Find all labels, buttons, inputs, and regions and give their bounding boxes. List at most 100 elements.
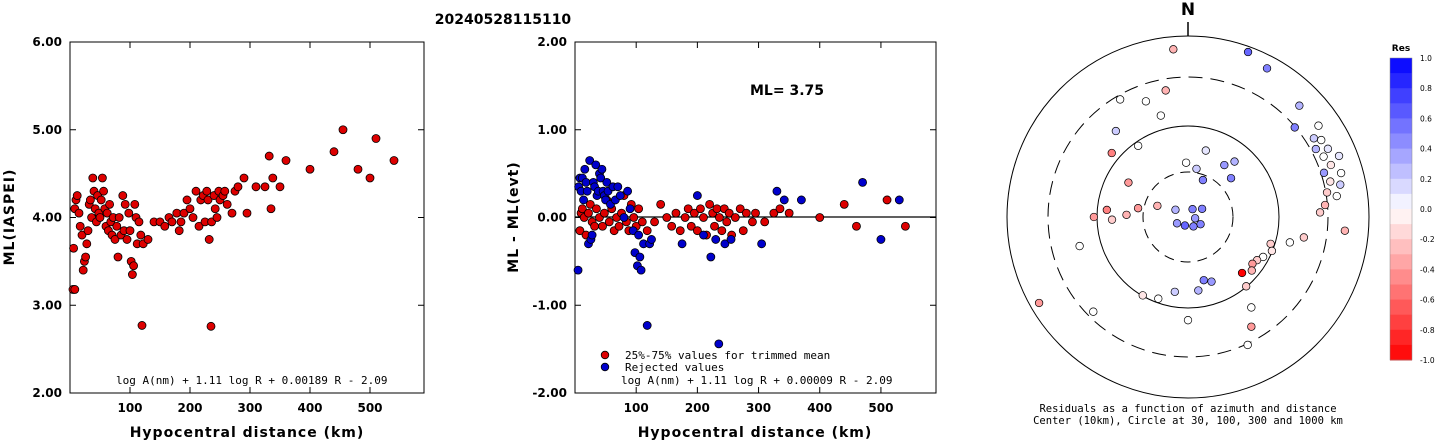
station-residual-point xyxy=(1172,219,1182,228)
ml-data-point xyxy=(137,321,147,330)
ml-data-point xyxy=(251,182,261,192)
residual-point-trimmed xyxy=(852,221,861,231)
colorbar-cell xyxy=(1390,178,1412,195)
station-residual-point xyxy=(1243,47,1253,57)
ml-data-point xyxy=(202,186,212,196)
station-residual-point xyxy=(1336,168,1346,178)
residual-point-rejected xyxy=(726,235,736,244)
ml-plot-ytick-label: 4.00 xyxy=(32,211,62,225)
station-residual-point xyxy=(1075,241,1084,251)
residual-point-trimmed xyxy=(775,204,785,214)
residual-point-trimmed xyxy=(730,213,740,222)
colorbar-cell xyxy=(1390,73,1412,89)
residual-plot-xlabel: Hypocentral distance (km) xyxy=(638,425,873,441)
north-label: N xyxy=(1181,0,1195,20)
residual-point-trimmed xyxy=(741,208,751,218)
figure-title: 20240528115110 xyxy=(435,12,572,28)
residual-point-rejected xyxy=(580,164,590,174)
residual-point-trimmed xyxy=(629,213,639,222)
colorbar-tick-label: -0.2 xyxy=(1420,235,1435,244)
ml-plot-formula: log A(nm) + 1.11 log R + 0.00189 R - 2.0… xyxy=(116,374,388,387)
residual-point-rejected xyxy=(581,177,591,187)
residual-point-rejected xyxy=(636,265,646,275)
station-residual-point xyxy=(1247,322,1256,331)
residual-point-trimmed xyxy=(592,204,601,214)
residual-point-trimmed xyxy=(715,213,724,222)
ml-data-point xyxy=(74,208,84,218)
azimuth-distance-plot: N Residuals as a function of azimuth and… xyxy=(1006,0,1370,427)
station-residual-point xyxy=(1319,152,1328,161)
residual-point-trimmed xyxy=(590,221,599,231)
residual-point-rejected xyxy=(647,235,656,244)
station-residual-point xyxy=(1190,214,1200,223)
ml-plot-ytick-label: 2.00 xyxy=(32,386,62,400)
residual-point-trimmed xyxy=(614,221,624,231)
ml-data-point xyxy=(88,173,98,183)
ml-data-point xyxy=(127,270,137,279)
residual-point-rejected xyxy=(602,177,612,187)
ml-data-point xyxy=(129,261,139,271)
residual-point-rejected xyxy=(796,195,806,205)
colorbar-tick-label: 0.0 xyxy=(1420,205,1432,214)
colorbar-cell xyxy=(1390,118,1412,134)
residual-vs-distance-plot: 100 200 300 400 500 -2.00 -1.00 0.00 1.00 2.00 ML… xyxy=(506,35,937,441)
ml-data-point xyxy=(194,221,204,231)
colorbar-cell xyxy=(1390,88,1412,104)
station-residual-point xyxy=(1196,220,1205,229)
residual-point-trimmed xyxy=(584,208,593,218)
station-residual-point xyxy=(1089,307,1098,316)
residual-point-trimmed xyxy=(598,221,607,231)
ml-data-point xyxy=(305,164,315,174)
residual-colorbar: Res 1.0 0.8 0.6 0.4 0.2 0.0 -0.2 -0.4 -0.6 -0.8 -1… xyxy=(1389,44,1435,365)
station-residual-point xyxy=(1311,144,1321,154)
residual-point-trimmed xyxy=(675,226,685,236)
residual-point-rejected xyxy=(587,230,597,240)
ml-data-point xyxy=(122,235,132,244)
residual-point-rejected xyxy=(596,173,606,183)
ml-plot-ytick-label: 6.00 xyxy=(32,35,62,49)
residual-point-trimmed xyxy=(671,208,681,218)
ml-data-point xyxy=(264,151,274,161)
residual-point-rejected xyxy=(677,239,687,249)
station-residual-point xyxy=(1326,160,1336,170)
station-residual-point xyxy=(1315,208,1325,217)
colorbar-tick-label: 0.8 xyxy=(1420,84,1432,93)
residual-point-rejected xyxy=(876,235,886,244)
residual-point-trimmed xyxy=(815,213,825,222)
ml-data-point xyxy=(99,186,108,196)
residual-point-trimmed xyxy=(650,217,659,227)
ml-data-point xyxy=(203,195,213,205)
ml-data-point xyxy=(112,221,122,231)
ml-data-point xyxy=(329,147,339,157)
station-residual-point xyxy=(1198,175,1208,185)
station-residual-point xyxy=(1133,204,1143,213)
residual-point-rejected xyxy=(714,339,724,349)
ml-data-point xyxy=(275,182,285,192)
colorbar-cell xyxy=(1390,148,1412,165)
residual-point-rejected xyxy=(625,204,635,214)
ml-data-point xyxy=(124,208,134,218)
ml-plot-xtick-label: 200 xyxy=(177,401,202,415)
ml-data-point xyxy=(75,221,85,231)
station-residual-point xyxy=(1170,287,1179,297)
ml-data-point xyxy=(125,226,135,236)
station-residual-point xyxy=(1180,221,1190,230)
ml-data-point xyxy=(371,134,381,143)
ml-data-point xyxy=(260,182,270,192)
colorbar-cell xyxy=(1390,329,1412,346)
station-residual-point xyxy=(1189,222,1198,231)
station-residual-point xyxy=(1199,276,1208,285)
station-residual-point xyxy=(1290,123,1299,132)
station-residual-point xyxy=(1320,200,1330,210)
station-residual-point xyxy=(1336,180,1345,189)
residual-point-trimmed xyxy=(686,221,696,231)
residual-point-rejected xyxy=(573,265,583,275)
ml-data-point xyxy=(353,164,363,174)
ml-annotation: ML= 3.75 xyxy=(750,83,824,99)
residual-point-rejected xyxy=(642,321,652,330)
residual-point-rejected xyxy=(772,186,782,196)
residual-point-trimmed xyxy=(784,208,794,218)
residual-plot-ytick-label: 0.00 xyxy=(537,211,567,225)
residual-point-trimmed xyxy=(577,204,587,214)
